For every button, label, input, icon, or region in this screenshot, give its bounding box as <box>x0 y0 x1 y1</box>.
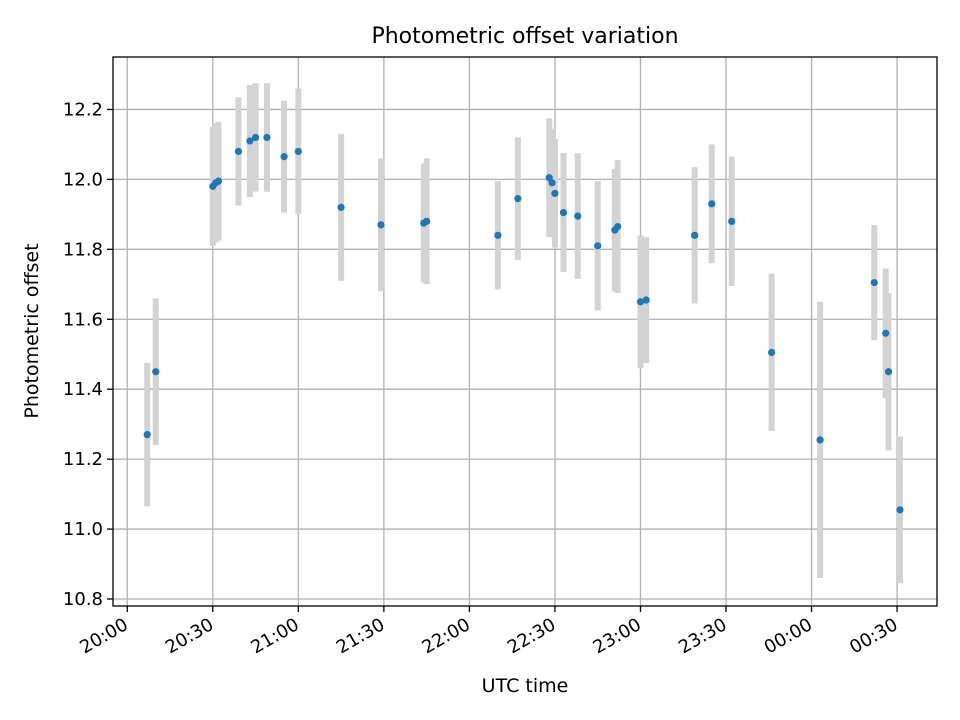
data-point <box>214 177 223 185</box>
y-tick-label: 11.0 <box>63 519 103 540</box>
data-point <box>691 231 699 239</box>
data-point <box>614 222 622 231</box>
data-point <box>234 147 243 156</box>
data-point <box>251 133 260 142</box>
data-point <box>294 147 302 156</box>
y-tick-label: 11.6 <box>63 309 103 330</box>
data-point <box>884 368 893 376</box>
data-point <box>548 179 556 187</box>
data-point <box>246 137 254 145</box>
data-point <box>882 329 890 337</box>
y-tick-label: 10.8 <box>63 589 103 610</box>
y-tick-label: 12.2 <box>63 99 103 120</box>
y-tick-label: 11.8 <box>63 239 103 260</box>
data-points <box>143 133 904 514</box>
chart-title: Photometric offset variation <box>371 24 678 49</box>
data-point <box>636 298 645 306</box>
y-axis-title: Photometric offset <box>21 243 43 418</box>
data-point <box>594 242 602 250</box>
data-point <box>870 278 878 287</box>
x-axis-title: UTC time <box>482 675 569 697</box>
data-point <box>559 209 568 217</box>
data-point <box>143 431 151 439</box>
data-point <box>708 200 716 208</box>
data-point <box>514 195 522 203</box>
data-point <box>494 231 502 239</box>
data-point <box>280 153 288 161</box>
data-point <box>574 212 582 220</box>
data-point <box>263 133 271 142</box>
data-point <box>728 217 736 225</box>
data-point <box>896 506 904 514</box>
data-point <box>642 296 650 304</box>
data-point <box>545 174 553 182</box>
data-point <box>377 221 385 229</box>
y-tick-label: 11.4 <box>63 379 103 400</box>
data-point <box>423 217 431 225</box>
y-tick-label: 12.0 <box>63 169 103 190</box>
data-point <box>768 348 776 357</box>
y-tick-label: 11.2 <box>63 449 103 470</box>
data-point <box>152 368 160 376</box>
plot-frame <box>112 56 938 607</box>
data-point <box>551 189 559 197</box>
data-point <box>337 203 345 211</box>
data-point <box>816 436 824 444</box>
